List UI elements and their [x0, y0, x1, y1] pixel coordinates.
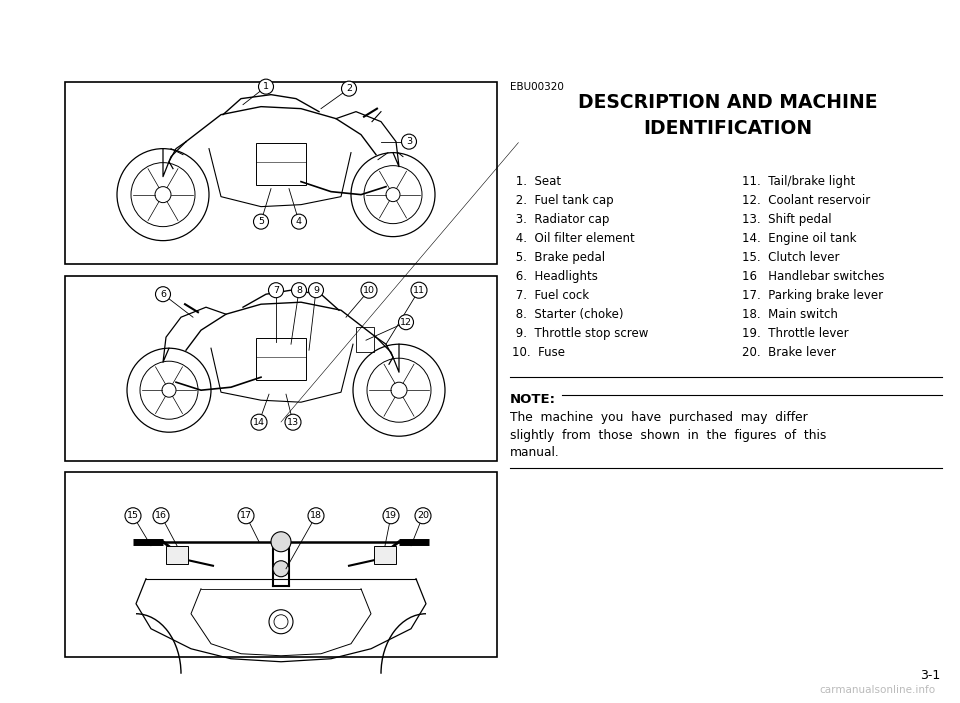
Circle shape — [125, 508, 141, 524]
Text: 17.  Parking brake lever: 17. Parking brake lever — [742, 289, 883, 302]
Text: 14.  Engine oil tank: 14. Engine oil tank — [742, 232, 856, 245]
Text: IDENTIFICATION: IDENTIFICATION — [643, 119, 812, 138]
Circle shape — [342, 81, 356, 96]
Text: 15.  Clutch lever: 15. Clutch lever — [742, 251, 839, 264]
Text: 20: 20 — [417, 511, 429, 520]
Circle shape — [251, 414, 267, 430]
Text: 14: 14 — [253, 418, 265, 427]
Circle shape — [253, 214, 269, 229]
Circle shape — [258, 79, 274, 94]
Text: 6: 6 — [160, 290, 166, 299]
Text: 13.  Shift pedal: 13. Shift pedal — [742, 213, 831, 226]
Circle shape — [398, 315, 414, 330]
Text: 9.  Throttle stop screw: 9. Throttle stop screw — [512, 327, 648, 340]
Bar — [65, 472, 497, 657]
Text: 16: 16 — [155, 511, 167, 520]
Text: 10: 10 — [363, 285, 375, 295]
Circle shape — [415, 508, 431, 524]
Bar — [256, 338, 306, 380]
Text: manual.: manual. — [510, 446, 560, 459]
Text: 11: 11 — [413, 285, 425, 295]
Text: 10.  Fuse: 10. Fuse — [512, 346, 565, 359]
Bar — [65, 82, 497, 264]
Circle shape — [401, 134, 417, 149]
Text: 3: 3 — [406, 137, 412, 146]
Circle shape — [292, 283, 306, 297]
Text: 8.  Starter (choke): 8. Starter (choke) — [512, 308, 623, 321]
Bar — [356, 327, 374, 352]
Text: 3.  Radiator cap: 3. Radiator cap — [512, 213, 610, 226]
Bar — [166, 546, 188, 564]
Circle shape — [269, 283, 283, 297]
Circle shape — [308, 283, 324, 297]
Text: 19: 19 — [385, 511, 397, 520]
Text: 7: 7 — [273, 285, 279, 295]
Circle shape — [411, 282, 427, 298]
Text: 16   Handlebar switches: 16 Handlebar switches — [742, 270, 884, 283]
Circle shape — [292, 214, 306, 229]
Text: 5: 5 — [258, 217, 264, 226]
Text: NOTE:: NOTE: — [510, 393, 556, 406]
Text: 12.  Coolant reservoir: 12. Coolant reservoir — [742, 194, 871, 207]
Text: 15: 15 — [127, 511, 139, 520]
Circle shape — [153, 508, 169, 524]
Text: 2.  Fuel tank cap: 2. Fuel tank cap — [512, 194, 613, 207]
Text: 11.  Tail/brake light: 11. Tail/brake light — [742, 175, 855, 188]
Circle shape — [361, 282, 377, 298]
Text: 7.  Fuel cock: 7. Fuel cock — [512, 289, 589, 302]
Text: 6.  Headlights: 6. Headlights — [512, 270, 598, 283]
Text: slightly  from  those  shown  in  the  figures  of  this: slightly from those shown in the figures… — [510, 429, 827, 441]
Text: carmanualsonline.info: carmanualsonline.info — [819, 685, 935, 695]
Text: EBU00320: EBU00320 — [510, 82, 564, 92]
Text: 5.  Brake pedal: 5. Brake pedal — [512, 251, 605, 264]
Text: 9: 9 — [313, 285, 319, 295]
Text: 12: 12 — [400, 318, 412, 327]
Circle shape — [285, 414, 301, 430]
Text: 17: 17 — [240, 511, 252, 520]
Text: 8: 8 — [296, 285, 302, 295]
Circle shape — [156, 287, 171, 302]
Text: 4: 4 — [296, 217, 302, 226]
Text: 19.  Throttle lever: 19. Throttle lever — [742, 327, 849, 340]
Text: 2: 2 — [346, 84, 352, 93]
Circle shape — [238, 508, 254, 524]
Text: 3-1: 3-1 — [920, 669, 940, 682]
Text: 1.  Seat: 1. Seat — [512, 175, 562, 188]
Text: 18: 18 — [310, 511, 322, 520]
Circle shape — [308, 508, 324, 524]
Text: The  machine  you  have  purchased  may  differ: The machine you have purchased may diffe… — [510, 411, 807, 424]
Circle shape — [271, 531, 291, 552]
Text: 18.  Main switch: 18. Main switch — [742, 308, 838, 321]
Text: 1: 1 — [263, 82, 269, 91]
Circle shape — [383, 508, 399, 524]
Text: 13: 13 — [287, 418, 300, 427]
Bar — [374, 546, 396, 564]
Bar — [65, 276, 497, 461]
Text: 4.  Oil filter element: 4. Oil filter element — [512, 232, 635, 245]
Circle shape — [273, 561, 289, 576]
Text: 20.  Brake lever: 20. Brake lever — [742, 346, 836, 359]
Text: DESCRIPTION AND MACHINE: DESCRIPTION AND MACHINE — [578, 93, 877, 112]
Bar — [256, 143, 306, 185]
